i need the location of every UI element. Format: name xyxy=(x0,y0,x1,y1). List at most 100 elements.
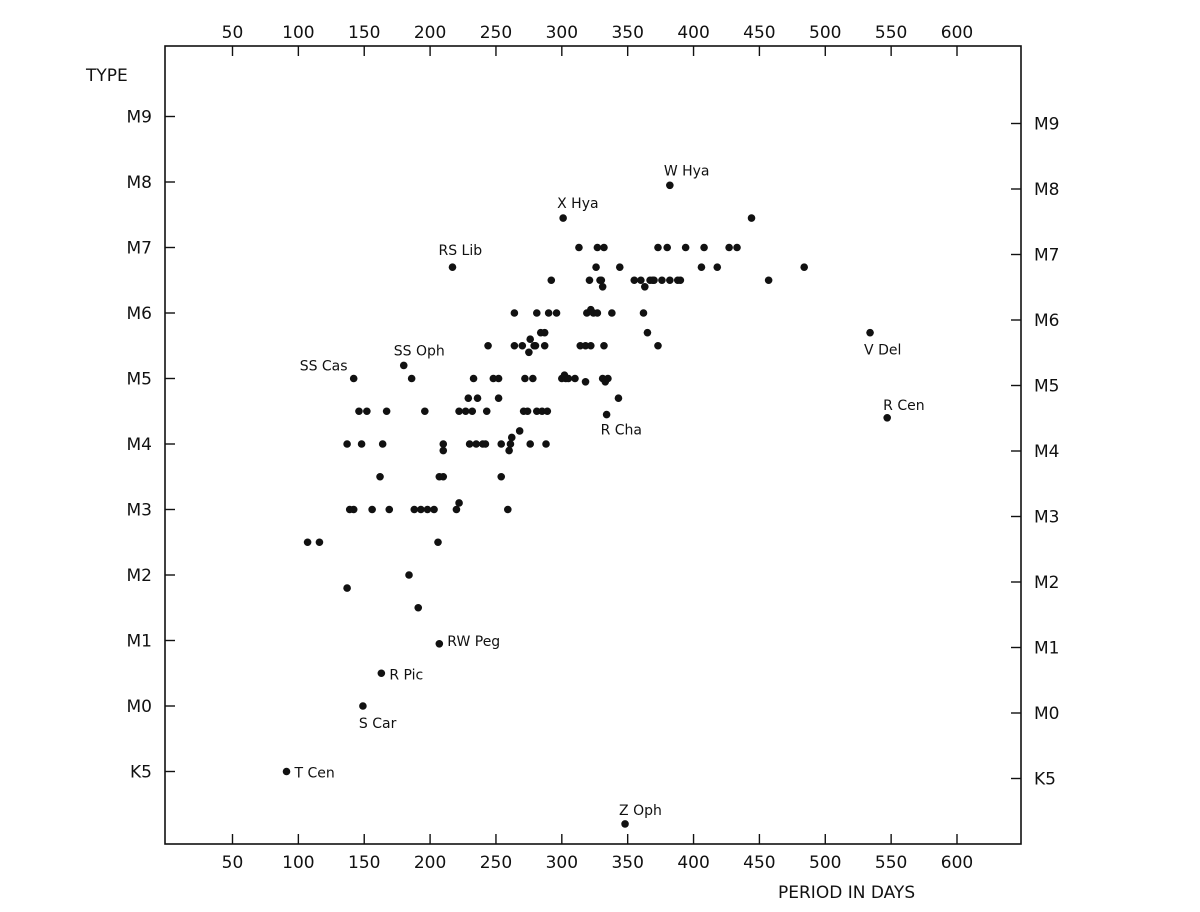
labeled-data-point xyxy=(883,414,891,422)
x-tick-label-top: 50 xyxy=(222,23,244,43)
labeled-data-point xyxy=(666,181,674,190)
data-point xyxy=(464,394,473,402)
data-point xyxy=(510,309,519,317)
labeled-data-point xyxy=(435,639,444,648)
labeled-data-point xyxy=(621,820,629,828)
data-point xyxy=(538,407,546,416)
data-point xyxy=(526,335,535,344)
data-point xyxy=(581,377,590,386)
data-point xyxy=(484,341,492,350)
data-point xyxy=(494,394,503,402)
data-point xyxy=(532,309,541,317)
data-point xyxy=(547,276,556,285)
data-point xyxy=(800,263,808,271)
x-tick-label-bottom: 150 xyxy=(348,853,380,873)
data-point xyxy=(630,276,639,285)
y-tick-label-left: M2 xyxy=(127,566,152,586)
data-point xyxy=(452,505,461,514)
labeled-data-point xyxy=(602,410,611,419)
x-tick-label-top: 200 xyxy=(414,23,446,43)
y-tick-label-right: M8 xyxy=(1034,180,1059,200)
data-point xyxy=(641,283,649,291)
data-point xyxy=(515,427,524,435)
data-point xyxy=(540,341,549,350)
data-point xyxy=(531,341,540,350)
y-tick-label-left: M6 xyxy=(127,304,152,324)
data-point xyxy=(343,440,351,448)
y-tick-label-left: M7 xyxy=(127,239,152,259)
data-point xyxy=(405,571,413,579)
x-tick-label-bottom: 50 xyxy=(222,853,244,873)
x-tick-label-top: 400 xyxy=(677,23,709,43)
data-point xyxy=(410,505,419,514)
y-tick-label-right: M3 xyxy=(1034,508,1059,528)
data-point xyxy=(368,505,376,514)
data-point xyxy=(303,538,312,547)
y-tick-label-left: M8 xyxy=(127,173,152,193)
data-point xyxy=(439,440,448,448)
star-label: RS Lib xyxy=(438,243,482,259)
star-label: V Del xyxy=(864,343,901,359)
data-point xyxy=(526,440,535,448)
data-point xyxy=(521,374,529,383)
x-tick-label-top: 250 xyxy=(480,23,512,43)
data-point xyxy=(600,341,608,350)
y-tick-label-left: M5 xyxy=(127,370,152,390)
data-point xyxy=(764,276,773,285)
data-point xyxy=(481,440,490,448)
data-point xyxy=(592,263,600,271)
data-point xyxy=(423,505,432,514)
data-point xyxy=(505,446,513,455)
x-tick-label-top: 100 xyxy=(282,23,314,43)
x-tick-label-top: 350 xyxy=(611,23,643,43)
data-point xyxy=(597,276,606,285)
data-point xyxy=(544,309,553,317)
data-point xyxy=(637,276,645,285)
points-layer xyxy=(282,181,891,828)
data-point xyxy=(529,374,537,383)
data-point xyxy=(357,440,366,448)
data-point xyxy=(525,348,533,357)
y-tick-label-left: M1 xyxy=(127,632,152,652)
data-point xyxy=(733,243,741,252)
y-tick-label-left: M3 xyxy=(127,501,152,521)
data-point xyxy=(439,472,448,481)
y-tick-label-right: M5 xyxy=(1034,377,1059,397)
x-tick-label-bottom: 100 xyxy=(282,853,314,873)
data-point xyxy=(593,243,602,252)
data-point xyxy=(552,309,561,317)
labeled-data-point xyxy=(866,328,874,337)
data-point xyxy=(376,472,384,481)
data-point xyxy=(363,407,371,416)
star-label: X Hya xyxy=(557,196,598,212)
data-point xyxy=(532,407,541,416)
data-point xyxy=(506,440,515,448)
labeled-data-point xyxy=(359,702,367,710)
data-point xyxy=(482,407,491,416)
x-tick-label-bottom: 500 xyxy=(809,853,841,873)
data-point xyxy=(542,440,550,448)
x-tick-label-top: 150 xyxy=(348,23,380,43)
star-label: T Cen xyxy=(294,766,335,782)
data-point xyxy=(417,505,425,514)
data-point xyxy=(439,446,448,455)
x-tick-label-bottom: 600 xyxy=(941,853,973,873)
x-tick-label-bottom: 450 xyxy=(743,853,775,873)
data-point xyxy=(494,374,503,383)
data-point xyxy=(604,374,612,383)
data-point xyxy=(643,328,652,337)
data-point xyxy=(315,538,324,547)
y-axis-title: TYPE xyxy=(85,66,128,86)
x-tick-label-top: 550 xyxy=(875,23,907,43)
data-point xyxy=(576,341,585,350)
star-label: R Pic xyxy=(389,667,423,683)
y-tick-label-right: M4 xyxy=(1034,442,1059,462)
data-point xyxy=(654,243,662,252)
data-point xyxy=(510,341,519,350)
labels-layer: T Cen S Car R Pic RW Peg SS Cas SS Oph RS Lib X… xyxy=(294,163,925,819)
data-point xyxy=(414,603,423,612)
y-tick-label-left: M9 xyxy=(127,108,152,128)
data-point xyxy=(725,243,733,252)
y-tick-label-right: M1 xyxy=(1034,639,1059,659)
